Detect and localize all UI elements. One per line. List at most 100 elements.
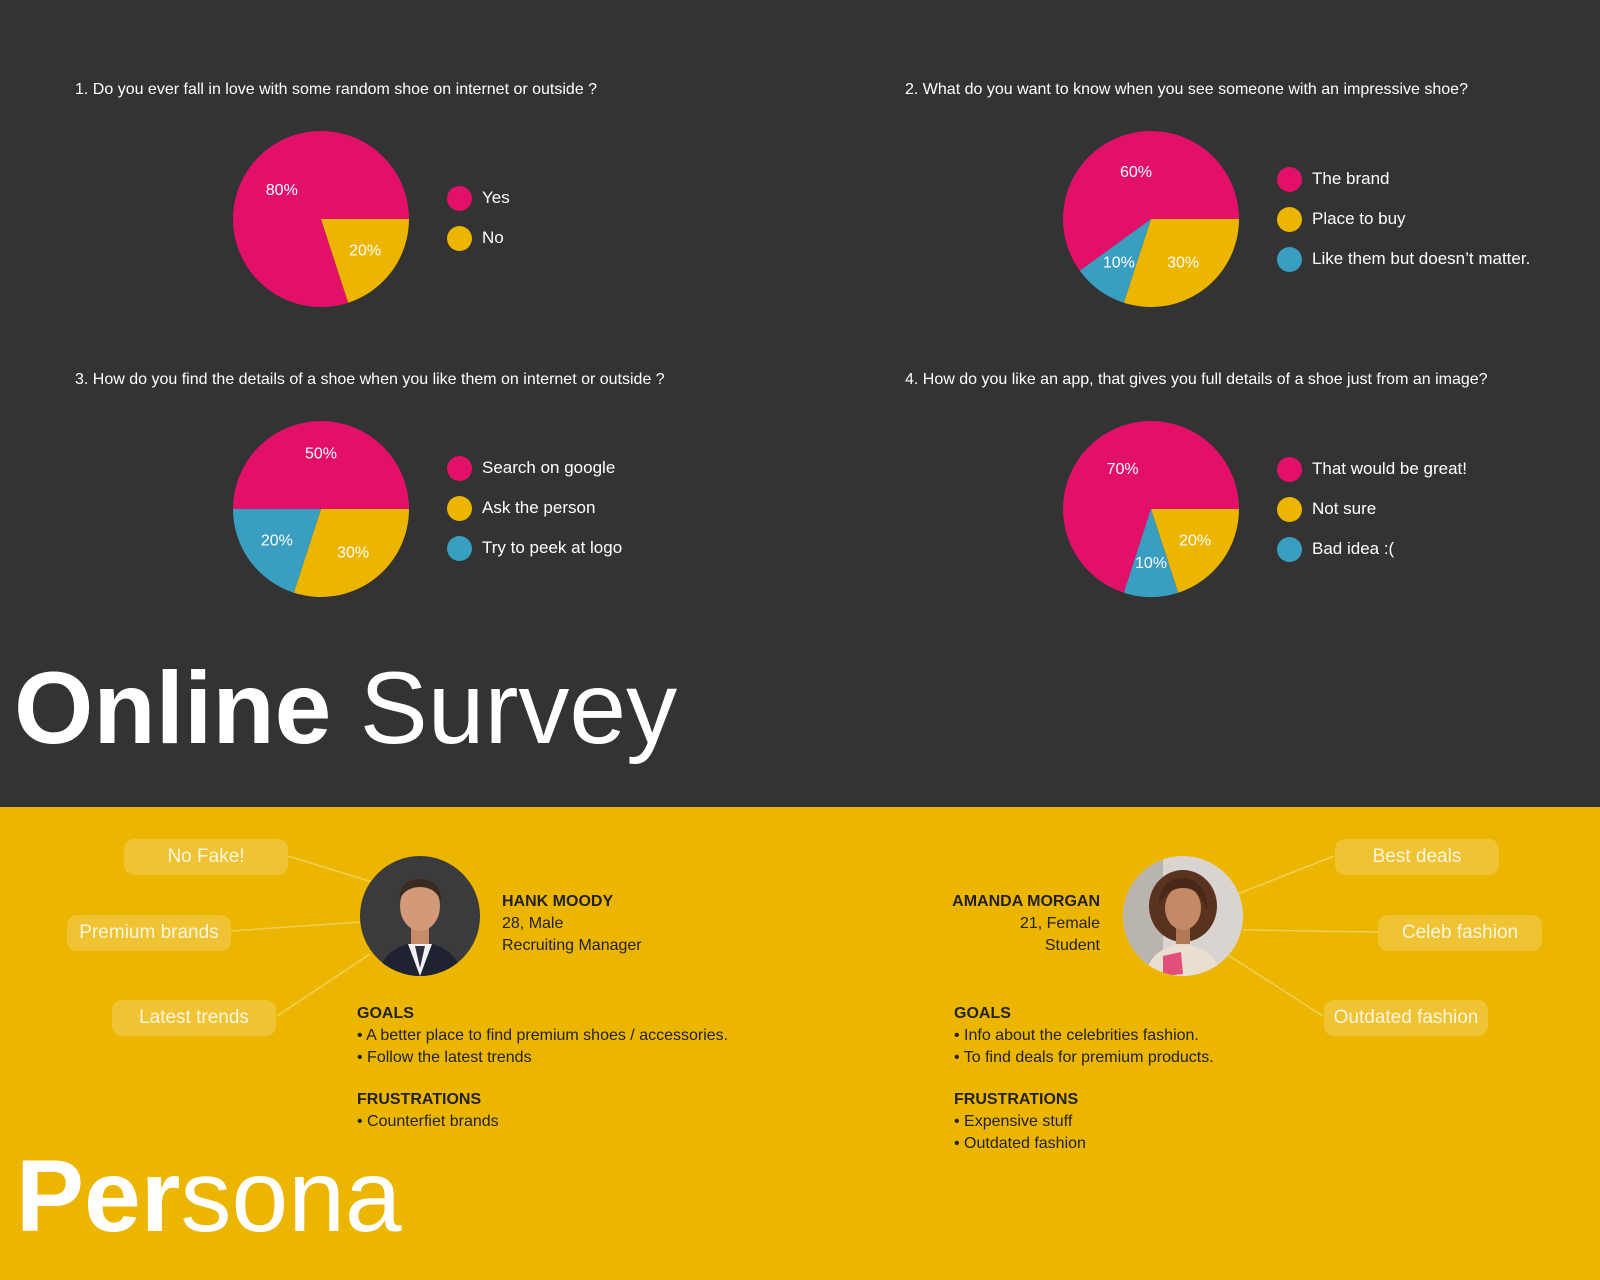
legend-label: Place to buy xyxy=(1312,209,1406,228)
survey-title-light: Survey xyxy=(359,651,678,765)
legend-item: That would be great! xyxy=(1277,456,1467,482)
chart-1-legend: Yes No xyxy=(447,185,510,265)
pie-data-label: 10% xyxy=(1135,555,1167,572)
persona-1-tag-1: No Fake! xyxy=(124,839,288,875)
survey-section-title: Online Survey xyxy=(14,657,677,759)
pie-slice-place-to-buy xyxy=(1123,219,1239,307)
pie-data-label: 10% xyxy=(1103,254,1135,271)
pie-data-label: 80% xyxy=(266,182,298,199)
man-portrait-icon xyxy=(360,856,480,976)
persona-2-tag-2: Celeb fashion xyxy=(1378,915,1542,951)
connector-line xyxy=(230,921,361,932)
pie-data-label: 20% xyxy=(349,242,381,259)
frustration-item: • Expensive stuff xyxy=(954,1113,1073,1130)
pie-slice-yes xyxy=(233,130,409,307)
persona-1-tag-3: Latest trends xyxy=(112,1000,276,1036)
legend-label: The brand xyxy=(1312,169,1390,188)
legend-item: Not sure xyxy=(1277,496,1467,522)
pie-slice-that-would-be-great xyxy=(1063,420,1239,593)
legend-label: Yes xyxy=(482,188,510,207)
legend-swatch-pink xyxy=(1277,166,1302,192)
connector-line xyxy=(1242,929,1379,933)
legend-swatch-yellow xyxy=(447,225,472,251)
legend-swatch-blue xyxy=(1277,246,1302,272)
persona-2-goals: GOALS • Info about the celebrities fashi… xyxy=(954,1003,1214,1069)
pie-chart-1: 80% 20% xyxy=(233,130,409,307)
persona-2-tag-3: Outdated fashion xyxy=(1324,1000,1488,1036)
survey-title-bold: Online xyxy=(14,651,332,765)
chart-4-legend: That would be great! Not sure Bad idea :… xyxy=(1277,456,1467,576)
persona-title-light: sona xyxy=(180,1139,402,1253)
legend-label: Bad idea :( xyxy=(1312,539,1395,558)
persona-2-frustrations-heading: FRUSTRATIONS xyxy=(954,1091,1079,1108)
goal-item: • A better place to find premium shoes /… xyxy=(357,1027,729,1044)
persona-1-frustrations-heading: FRUSTRATIONS xyxy=(357,1091,482,1108)
persona-section: No Fake! Premium brands Latest trends HA… xyxy=(0,807,1600,1280)
legend-item: Bad idea :( xyxy=(1277,536,1467,562)
persona-1-age-gender: 28, Male xyxy=(502,915,564,932)
chart-1-title: 1. Do you ever fall in love with some ra… xyxy=(75,81,598,98)
pie-slice-no xyxy=(321,219,409,303)
pie-slice-like-them-but-doesn-t-matter xyxy=(1079,219,1151,303)
chart-3-legend: Search on google Ask the person Try to p… xyxy=(447,455,622,575)
persona-1-info: HANK MOODY 28, Male Recruiting Manager xyxy=(502,891,642,957)
connector-line xyxy=(276,953,371,1017)
persona-2-age-gender: 21, Female xyxy=(1019,915,1100,932)
pie-slice-ask-the-person xyxy=(293,509,409,597)
persona-title-bold: Per xyxy=(16,1139,181,1253)
legend-item: The brand xyxy=(1277,166,1530,192)
legend-swatch-pink xyxy=(1277,456,1302,482)
pie-data-label: 60% xyxy=(1120,164,1152,181)
legend-item: No xyxy=(447,225,510,251)
persona-2-occupation: Student xyxy=(1044,937,1100,954)
legend-item: Ask the person xyxy=(447,495,622,521)
persona-1-goals: GOALS • A better place to find premium s… xyxy=(357,1003,728,1069)
persona-1-name: HANK MOODY xyxy=(502,893,614,910)
goal-item: • Info about the celebrities fashion. xyxy=(954,1027,1199,1044)
goal-item: • To find deals for premium products. xyxy=(954,1049,1214,1066)
legend-label: Try to peek at logo xyxy=(482,538,623,557)
pie-chart-4: 70% 20% 10% xyxy=(1063,420,1239,597)
pie-chart-2: 60% 30% 10% xyxy=(1063,131,1239,307)
legend-label: Like them but doesn’t matter. xyxy=(1312,249,1531,268)
connector-lines xyxy=(230,855,1379,1017)
frustration-item: • Counterfiet brands xyxy=(357,1113,499,1130)
pie-data-label: 30% xyxy=(337,544,369,561)
pie-data-label: 50% xyxy=(305,446,337,463)
legend-swatch-blue xyxy=(447,535,472,561)
survey-section: 1. Do you ever fall in love with some ra… xyxy=(14,81,1531,759)
chart-3-title: 3. How do you find the details of a shoe… xyxy=(75,371,665,388)
legend-item: Yes xyxy=(447,185,510,211)
persona-2-tag-1: Best deals xyxy=(1335,839,1499,875)
legend-item: Like them but doesn’t matter. xyxy=(1277,246,1530,272)
pie-slice-not-sure xyxy=(1151,509,1239,593)
legend-item: Search on google xyxy=(447,455,622,481)
persona-2-goals-heading: GOALS xyxy=(954,1005,1011,1022)
legend-swatch-pink xyxy=(447,455,472,481)
persona-1-goals-heading: GOALS xyxy=(357,1005,414,1022)
legend-label: Ask the person xyxy=(482,498,596,517)
pie-slice-the-brand xyxy=(1063,131,1239,271)
legend-label: No xyxy=(482,228,504,247)
persona-section-title: Persona xyxy=(16,1145,402,1247)
legend-swatch-yellow xyxy=(1277,496,1302,522)
legend-swatch-yellow xyxy=(1277,206,1302,232)
legend-item: Place to buy xyxy=(1277,206,1530,232)
pie-slice-try-to-peek-at-logo xyxy=(233,509,321,593)
legend-label: That would be great! xyxy=(1312,459,1467,478)
legend-swatch-pink xyxy=(447,185,472,211)
pie-data-label: 30% xyxy=(1167,254,1199,271)
goal-item: • Follow the latest trends xyxy=(357,1049,532,1066)
connector-line xyxy=(1234,855,1335,896)
persona-2-info: AMANDA MORGAN 21, Female Student xyxy=(936,891,1100,957)
pie-slice-search-on-google xyxy=(233,421,409,509)
legend-swatch-blue xyxy=(1277,536,1302,562)
pie-data-label: 20% xyxy=(261,532,293,549)
legend-label: Search on google xyxy=(482,458,616,477)
persona-1-tag-2: Premium brands xyxy=(67,915,231,951)
connector-line xyxy=(1227,954,1324,1017)
woman-portrait-icon xyxy=(1123,856,1243,976)
chart-4-title: 4. How do you like an app, that gives yo… xyxy=(905,371,1488,388)
legend-item: Try to peek at logo xyxy=(447,535,622,561)
pie-chart-3: 50% 30% 20% xyxy=(233,421,409,597)
